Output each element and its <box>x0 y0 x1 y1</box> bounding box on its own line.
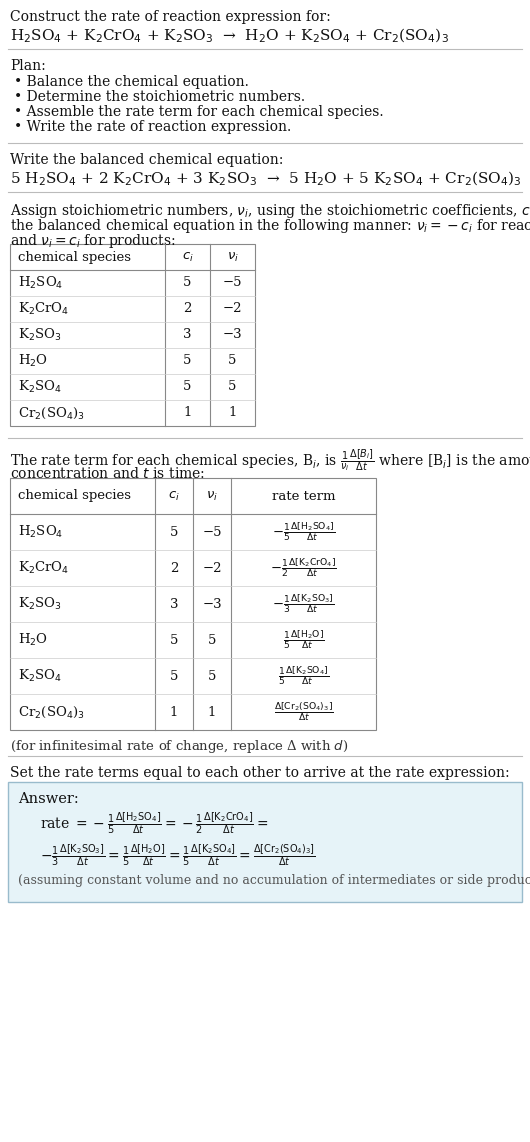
Text: H$_2$SO$_4$ + K$_2$CrO$_4$ + K$_2$SO$_3$  →  H$_2$O + K$_2$SO$_4$ + Cr$_2$(SO$_4: H$_2$SO$_4$ + K$_2$CrO$_4$ + K$_2$SO$_3$… <box>10 27 449 46</box>
Text: $-\frac{1}{2}\frac{\Delta[\mathrm{K_2CrO_4}]}{\Delta t}$: $-\frac{1}{2}\frac{\Delta[\mathrm{K_2CrO… <box>270 556 337 579</box>
Text: −3: −3 <box>202 597 222 611</box>
Text: 5: 5 <box>183 354 192 368</box>
Text: the balanced chemical equation in the following manner: $\nu_i = -c_i$ for react: the balanced chemical equation in the fo… <box>10 217 530 235</box>
Text: • Determine the stoichiometric numbers.: • Determine the stoichiometric numbers. <box>14 90 305 104</box>
Text: −2: −2 <box>223 303 242 315</box>
Text: K$_2$SO$_4$: K$_2$SO$_4$ <box>18 668 61 684</box>
Text: Cr$_2$(SO$_4$)$_3$: Cr$_2$(SO$_4$)$_3$ <box>18 705 85 719</box>
Text: K$_2$SO$_3$: K$_2$SO$_3$ <box>18 596 61 612</box>
Text: $\frac{1}{5}\frac{\Delta[\mathrm{H_2O}]}{\Delta t}$: $\frac{1}{5}\frac{\Delta[\mathrm{H_2O}]}… <box>282 628 324 651</box>
Text: H$_2$O: H$_2$O <box>18 632 48 648</box>
Bar <box>10 478 376 730</box>
Text: K$_2$CrO$_4$: K$_2$CrO$_4$ <box>18 560 69 576</box>
Text: K$_2$SO$_3$: K$_2$SO$_3$ <box>18 327 61 343</box>
Text: Assign stoichiometric numbers, $\nu_i$, using the stoichiometric coefficients, $: Assign stoichiometric numbers, $\nu_i$, … <box>10 202 530 220</box>
Text: −2: −2 <box>202 562 222 574</box>
Text: 5: 5 <box>208 669 216 683</box>
Text: $c_i$: $c_i$ <box>182 250 193 264</box>
Text: 5: 5 <box>228 354 237 368</box>
Text: $\frac{\Delta[\mathrm{Cr_2(SO_4)_3}]}{\Delta t}$: $\frac{\Delta[\mathrm{Cr_2(SO_4)_3}]}{\D… <box>273 700 333 723</box>
Text: 5: 5 <box>183 276 192 290</box>
Text: (for infinitesimal rate of change, replace Δ with $d$): (for infinitesimal rate of change, repla… <box>10 738 348 755</box>
Text: 5: 5 <box>208 634 216 646</box>
Text: • Assemble the rate term for each chemical species.: • Assemble the rate term for each chemic… <box>14 105 384 119</box>
Text: H$_2$O: H$_2$O <box>18 353 48 369</box>
Text: concentration and $t$ is time:: concentration and $t$ is time: <box>10 466 205 481</box>
Text: Write the balanced chemical equation:: Write the balanced chemical equation: <box>10 153 284 167</box>
Text: K$_2$CrO$_4$: K$_2$CrO$_4$ <box>18 301 69 317</box>
Text: H$_2$SO$_4$: H$_2$SO$_4$ <box>18 524 63 540</box>
Text: chemical species: chemical species <box>18 250 131 264</box>
Text: rate $= -\frac{1}{5}\frac{\Delta[\mathrm{H_2SO_4}]}{\Delta t} = -\frac{1}{2}\fra: rate $= -\frac{1}{5}\frac{\Delta[\mathrm… <box>40 810 269 836</box>
Text: H$_2$SO$_4$: H$_2$SO$_4$ <box>18 275 63 291</box>
Text: 1: 1 <box>208 706 216 718</box>
Text: $-\frac{1}{3}\frac{\Delta[\mathrm{K_2SO_3}]}{\Delta t}$: $-\frac{1}{3}\frac{\Delta[\mathrm{K_2SO_… <box>272 593 335 616</box>
Text: 1: 1 <box>228 407 237 419</box>
Text: $\nu_i$: $\nu_i$ <box>206 490 218 502</box>
Text: $-\frac{1}{5}\frac{\Delta[\mathrm{H_2SO_4}]}{\Delta t}$: $-\frac{1}{5}\frac{\Delta[\mathrm{H_2SO_… <box>272 521 335 544</box>
Text: 5 H$_2$SO$_4$ + 2 K$_2$CrO$_4$ + 3 K$_2$SO$_3$  →  5 H$_2$O + 5 K$_2$SO$_4$ + Cr: 5 H$_2$SO$_4$ + 2 K$_2$CrO$_4$ + 3 K$_2$… <box>10 170 522 188</box>
Text: 5: 5 <box>170 634 178 646</box>
Text: 3: 3 <box>183 329 192 341</box>
Text: 2: 2 <box>183 303 192 315</box>
Text: chemical species: chemical species <box>18 490 131 502</box>
Text: Construct the rate of reaction expression for:: Construct the rate of reaction expressio… <box>10 10 331 24</box>
Text: (assuming constant volume and no accumulation of intermediates or side products): (assuming constant volume and no accumul… <box>18 874 530 887</box>
Text: 5: 5 <box>170 669 178 683</box>
Text: $c_i$: $c_i$ <box>168 490 180 502</box>
FancyBboxPatch shape <box>8 782 522 902</box>
Text: rate term: rate term <box>272 490 335 502</box>
Text: 2: 2 <box>170 562 178 574</box>
Text: $\nu_i$: $\nu_i$ <box>226 250 238 264</box>
Text: −3: −3 <box>223 329 242 341</box>
Bar <box>10 244 255 426</box>
Text: K$_2$SO$_4$: K$_2$SO$_4$ <box>18 379 61 395</box>
Text: 5: 5 <box>170 525 178 539</box>
Text: 1: 1 <box>183 407 192 419</box>
Text: Cr$_2$(SO$_4$)$_3$: Cr$_2$(SO$_4$)$_3$ <box>18 405 85 420</box>
Text: −5: −5 <box>223 276 242 290</box>
Text: 5: 5 <box>228 380 237 394</box>
Text: Set the rate terms equal to each other to arrive at the rate expression:: Set the rate terms equal to each other t… <box>10 766 510 780</box>
Text: 3: 3 <box>170 597 178 611</box>
Text: $-\frac{1}{3}\frac{\Delta[\mathrm{K_2SO_3}]}{\Delta t} = \frac{1}{5}\frac{\Delta: $-\frac{1}{3}\frac{\Delta[\mathrm{K_2SO_… <box>40 842 316 868</box>
Text: $\frac{1}{5}\frac{\Delta[\mathrm{K_2SO_4}]}{\Delta t}$: $\frac{1}{5}\frac{\Delta[\mathrm{K_2SO_4… <box>278 665 329 687</box>
Text: The rate term for each chemical species, B$_i$, is $\frac{1}{\nu_i}\frac{\Delta[: The rate term for each chemical species,… <box>10 448 530 474</box>
Text: Plan:: Plan: <box>10 59 46 73</box>
Text: Answer:: Answer: <box>18 793 79 806</box>
Text: • Write the rate of reaction expression.: • Write the rate of reaction expression. <box>14 120 292 134</box>
Text: 5: 5 <box>183 380 192 394</box>
Text: and $\nu_i = c_i$ for products:: and $\nu_i = c_i$ for products: <box>10 232 175 250</box>
Text: −5: −5 <box>202 525 222 539</box>
Text: 1: 1 <box>170 706 178 718</box>
Text: • Balance the chemical equation.: • Balance the chemical equation. <box>14 75 249 89</box>
